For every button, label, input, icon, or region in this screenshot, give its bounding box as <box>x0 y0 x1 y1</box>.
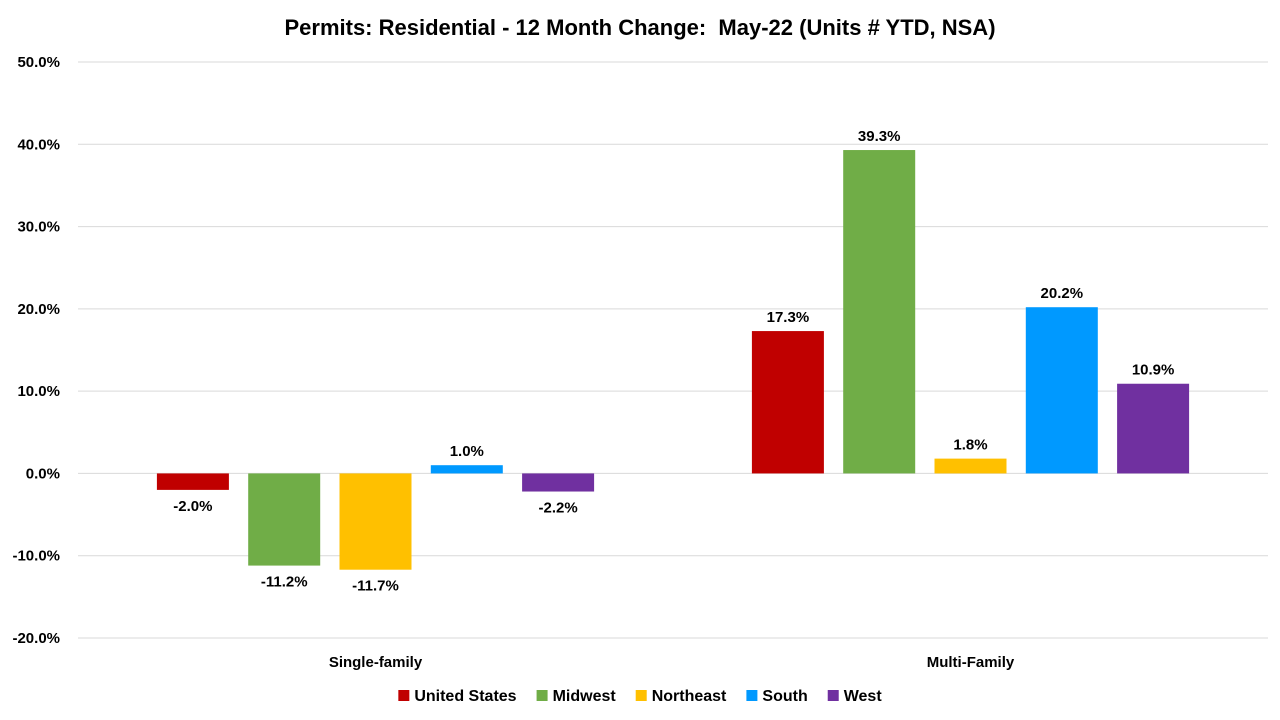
x-category-label: Multi-Family <box>927 654 1015 671</box>
x-axis-category-labels: Single-family Multi-Family <box>329 654 1015 671</box>
bar-united-states <box>751 331 824 474</box>
x-category-label: Single-family <box>329 654 423 671</box>
legend-swatch <box>635 690 647 701</box>
legend-swatch <box>746 690 758 701</box>
legend-label: Midwest <box>553 688 617 705</box>
legend-label: Northeast <box>652 688 727 705</box>
bar-midwest <box>843 150 916 474</box>
chart-title: Permits: Residential - 12 Month Change: … <box>284 15 995 40</box>
y-tick-label: 0.0% <box>26 465 60 482</box>
bar-midwest <box>248 473 321 566</box>
y-tick-label: 10.0% <box>17 383 60 400</box>
bar-south <box>1025 307 1098 474</box>
legend-item-united-states: United States <box>398 688 517 705</box>
y-tick-label: 20.0% <box>17 301 60 318</box>
bar-united-states <box>156 473 229 490</box>
legend-swatch <box>536 690 548 701</box>
legend-item-midwest: Midwest <box>536 688 617 705</box>
y-tick-label: -10.0% <box>12 548 60 565</box>
bar-west <box>522 473 595 492</box>
legend-label: West <box>844 688 883 705</box>
data-label: 20.2% <box>1041 285 1084 302</box>
bar-northeast <box>934 458 1007 474</box>
legend: United States Midwest Northeast South West <box>398 688 882 705</box>
bar-west <box>1117 383 1190 474</box>
y-tick-label: 40.0% <box>17 136 60 153</box>
legend-swatch <box>398 690 410 701</box>
data-label: -2.2% <box>539 500 578 517</box>
legend-item-south: South <box>746 688 808 705</box>
data-label: 1.8% <box>953 437 987 454</box>
data-label: -11.2% <box>261 574 308 591</box>
data-labels: -2.0% -11.2% -11.7% 1.0% -2.2% 17.3% 39.3% 1.8%… <box>173 128 1174 595</box>
data-label: 1.0% <box>450 443 484 460</box>
legend-item-west: West <box>827 688 883 705</box>
legend-label: United States <box>414 688 516 705</box>
y-tick-label: 50.0% <box>17 54 60 71</box>
data-label: 10.9% <box>1132 362 1175 379</box>
legend-item-northeast: Northeast <box>635 688 727 705</box>
data-label: 17.3% <box>767 309 810 326</box>
bar-northeast <box>339 473 412 570</box>
data-label: -11.7% <box>352 578 399 595</box>
bar-south <box>430 465 503 474</box>
legend-label: South <box>762 688 807 705</box>
y-tick-label: -20.0% <box>12 630 60 647</box>
data-label: -2.0% <box>173 498 212 515</box>
y-axis-tick-labels: -20.0% -10.0% 0.0% 10.0% 20.0% 30.0% 40.0% 50.0… <box>12 54 60 647</box>
legend-swatch <box>827 690 839 701</box>
y-tick-label: 30.0% <box>17 219 60 236</box>
bars <box>156 150 1190 570</box>
data-label: 39.3% <box>858 128 901 145</box>
